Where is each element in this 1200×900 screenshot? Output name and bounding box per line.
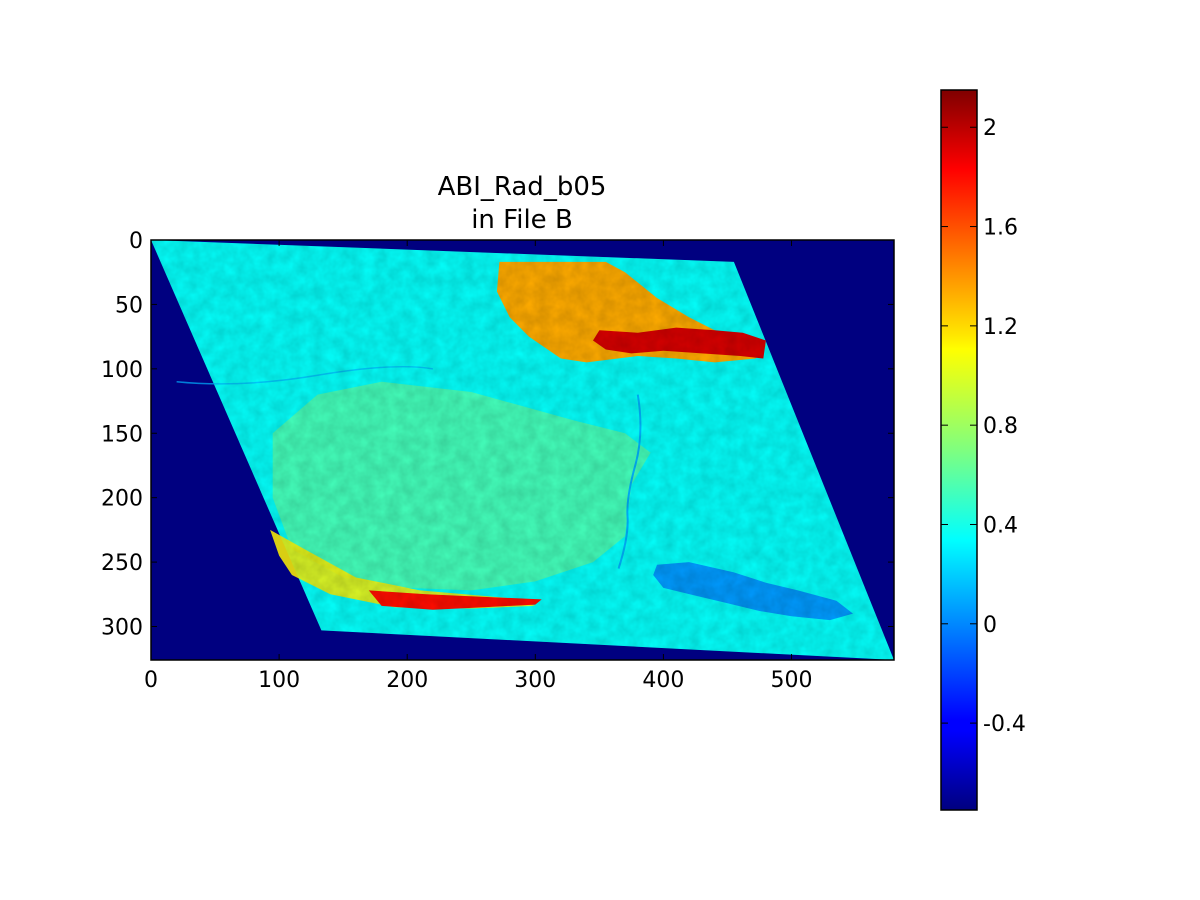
colorbar-tick-label: 0.4: [983, 513, 1018, 538]
colorbar-ticks: -0.4 0 0.4 0.8 1.2 1.6 2: [941, 116, 1026, 737]
x-tick-label: 400: [642, 668, 684, 693]
colorbar-tick-label: -0.4: [983, 712, 1026, 737]
y-tick-label: 50: [115, 293, 143, 318]
chart-subtitle: in File B: [471, 205, 573, 235]
colorbar-tick-label: 1.6: [983, 216, 1018, 241]
colorbar-tick-label: 0.8: [983, 414, 1018, 439]
y-tick-label: 300: [101, 616, 143, 641]
x-tick-label: 200: [386, 668, 428, 693]
x-ticks: 0 100 200 300 400 500: [144, 240, 813, 693]
x-tick-label: 0: [144, 668, 158, 693]
chart-title: ABI_Rad_b05: [438, 172, 607, 202]
y-tick-label: 0: [129, 229, 143, 254]
image-axes: 0 100 200 300 400 500 0 50 100 150 200 250 300: [101, 229, 895, 693]
x-tick-label: 100: [258, 668, 300, 693]
colorbar: -0.4 0 0.4 0.8 1.2 1.6 2: [940, 89, 1026, 811]
y-tick-label: 200: [101, 487, 143, 512]
x-tick-label: 500: [771, 668, 813, 693]
colorbar-gradient: [940, 89, 978, 811]
x-tick-label: 300: [514, 668, 556, 693]
colorbar-tick-label: 2: [983, 116, 997, 141]
y-tick-label: 150: [101, 422, 143, 447]
axes-frame: [150, 239, 895, 661]
y-ticks: 0 50 100 150 200 250 300: [101, 229, 894, 641]
colorbar-tick-label: 1.2: [983, 315, 1018, 340]
colorbar-tick-label: 0: [983, 613, 997, 638]
y-tick-label: 250: [101, 551, 143, 576]
y-tick-label: 100: [101, 358, 143, 383]
